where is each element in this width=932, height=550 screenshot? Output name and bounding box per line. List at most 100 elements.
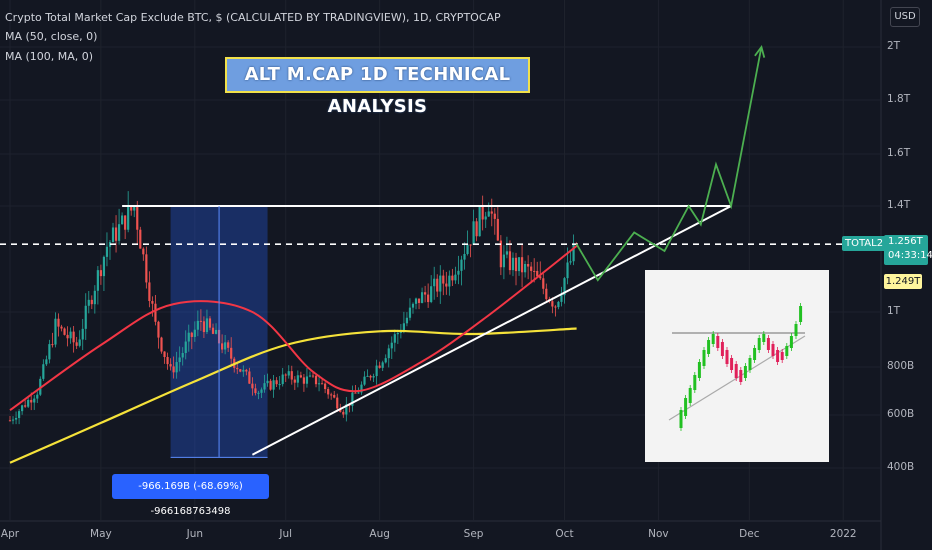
y-tick-label: 2T — [887, 40, 901, 52]
candle-body — [302, 377, 306, 384]
candle-body — [166, 356, 169, 365]
candle-body — [433, 278, 436, 287]
ma-value-tag: 1.249T — [884, 274, 922, 289]
candle-body — [263, 383, 266, 390]
inset-candle-body — [743, 366, 747, 378]
bar-countdown: 04:33:14 — [888, 250, 932, 261]
candle-body — [93, 290, 96, 305]
candle-body — [520, 257, 524, 273]
currency-button[interactable]: USD — [890, 7, 920, 27]
candle-body — [481, 205, 484, 220]
candle-body — [511, 257, 515, 271]
candle-body — [487, 211, 490, 217]
candle-body — [87, 299, 90, 306]
candle-body — [536, 270, 539, 277]
candle-body — [278, 384, 281, 386]
candle-body — [224, 342, 227, 350]
candle-body — [78, 339, 81, 346]
candle-body — [517, 257, 521, 272]
candle-body — [354, 392, 357, 394]
ma50-legend[interactable]: MA (50, close, 0) — [5, 30, 98, 43]
candle-body — [436, 278, 439, 292]
candle-body — [66, 334, 69, 339]
candle-body — [402, 323, 405, 332]
candle-body — [17, 411, 21, 418]
title-annotation: ALT M.CAP 1D TECHNICAL ANALYSIS — [225, 57, 530, 117]
candle-body — [484, 216, 487, 220]
inset-candle-body — [711, 334, 715, 344]
candle-body — [351, 392, 354, 406]
inset-candle-body — [748, 358, 752, 370]
candle-body — [378, 365, 381, 368]
inset-candle-body — [679, 410, 683, 428]
inset-candle-body — [771, 344, 775, 356]
x-tick-label: 2022 — [829, 528, 857, 540]
candle-body — [508, 251, 512, 271]
candle-body — [372, 376, 375, 378]
candle-body — [502, 254, 505, 268]
candle-body — [230, 347, 233, 359]
candle-body — [539, 276, 542, 279]
y-tick-label: 1T — [887, 305, 901, 317]
ma100-legend[interactable]: MA (100, MA, 0) — [5, 50, 94, 63]
inset-candle-body — [762, 334, 766, 342]
candle-body — [124, 215, 127, 230]
candle-body — [463, 253, 466, 260]
candle-body — [390, 342, 393, 349]
candle-body — [84, 305, 87, 329]
inset-candle-body — [739, 370, 743, 382]
candle-body — [357, 392, 360, 394]
candle-body — [439, 275, 442, 292]
candle-body — [187, 332, 190, 342]
candle-body — [320, 383, 324, 385]
candle-body — [251, 383, 254, 389]
x-tick-label: Sep — [463, 528, 484, 540]
x-tick-label: Jul — [279, 528, 293, 540]
candle-body — [199, 320, 202, 322]
inset-candle-body — [702, 350, 706, 366]
candle-body — [193, 329, 196, 337]
candle-body — [117, 224, 121, 241]
candle-body — [408, 307, 412, 318]
candle-body — [272, 380, 275, 390]
candles — [8, 191, 578, 425]
inset-candle-body — [766, 338, 770, 350]
candle-body — [527, 263, 530, 267]
inset-candle-body — [730, 358, 734, 370]
candle-body — [24, 405, 27, 407]
candle-body — [396, 332, 399, 335]
inset-candle-body — [799, 306, 803, 322]
candle-body — [114, 227, 118, 241]
symbol-description: Crypto Total Market Cap Exclude BTC, $ (… — [5, 11, 501, 24]
candle-body — [48, 344, 51, 360]
y-tick-label: 1.4T — [887, 199, 911, 211]
candle-body — [202, 321, 206, 333]
candle-body — [266, 380, 269, 384]
candle-body — [360, 384, 363, 393]
candle-body — [430, 286, 433, 303]
candle-body — [8, 420, 12, 422]
candle-body — [387, 348, 390, 359]
candle-body — [554, 306, 557, 308]
y-tick-label: 400B — [887, 461, 915, 473]
candle-body — [363, 376, 366, 385]
inset-candle-body — [720, 342, 724, 356]
candle-body — [324, 383, 327, 390]
candle-body — [154, 303, 157, 322]
candle-body — [30, 399, 33, 403]
x-tick-label: Aug — [369, 528, 390, 540]
candle-body — [227, 342, 230, 348]
candle-body — [139, 229, 142, 249]
ascending-triangle-diagram — [668, 303, 806, 431]
candle-body — [424, 292, 427, 295]
candle-body — [45, 359, 48, 365]
candle-body — [145, 254, 148, 283]
candle-body — [542, 278, 545, 289]
candle-body — [175, 362, 178, 373]
projection-arrowhead-icon — [754, 44, 766, 58]
inset-candle-body — [684, 398, 688, 416]
candle-body — [157, 321, 160, 338]
candle-body — [420, 292, 424, 303]
last-price: 1.256T — [888, 236, 923, 247]
candle-body — [196, 320, 199, 330]
